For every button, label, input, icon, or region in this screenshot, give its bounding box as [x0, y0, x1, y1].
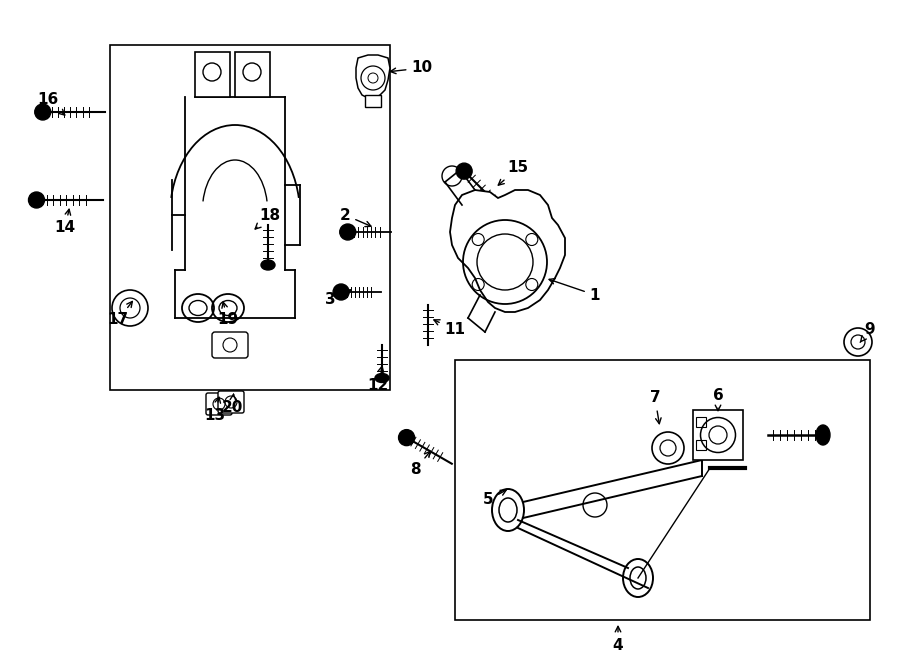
FancyBboxPatch shape [218, 391, 244, 413]
Bar [693, 410, 743, 460]
Text: 3: 3 [325, 290, 351, 307]
Text: 1: 1 [549, 278, 600, 303]
Bar [455, 360, 870, 620]
Text: 11: 11 [434, 320, 465, 338]
Text: 13: 13 [204, 397, 226, 422]
Circle shape [29, 192, 44, 208]
Circle shape [333, 284, 349, 300]
Polygon shape [518, 520, 628, 586]
Polygon shape [523, 460, 702, 518]
Bar [696, 417, 706, 427]
Text: 16: 16 [38, 93, 65, 115]
Text: 2: 2 [339, 208, 371, 227]
Polygon shape [450, 190, 565, 312]
Ellipse shape [816, 425, 830, 445]
Ellipse shape [261, 260, 275, 270]
Text: 7: 7 [650, 391, 662, 424]
Text: 18: 18 [255, 208, 281, 229]
Circle shape [456, 163, 472, 179]
Ellipse shape [375, 373, 389, 383]
FancyBboxPatch shape [212, 332, 248, 358]
Bar [195, 52, 230, 97]
Text: 20: 20 [221, 394, 243, 416]
Text: 15: 15 [499, 161, 528, 185]
FancyBboxPatch shape [206, 393, 232, 415]
Text: 10: 10 [391, 61, 433, 75]
Circle shape [399, 430, 415, 446]
Text: 6: 6 [713, 387, 724, 410]
Circle shape [340, 224, 356, 240]
Polygon shape [356, 55, 390, 98]
Text: 5: 5 [482, 490, 506, 508]
Bar [365, 95, 381, 107]
Text: 19: 19 [218, 302, 238, 327]
Text: 14: 14 [54, 210, 76, 235]
Bar [235, 52, 270, 97]
Bar [110, 45, 390, 390]
Text: 4: 4 [613, 627, 624, 652]
Text: 12: 12 [367, 366, 389, 393]
Bar [696, 440, 706, 450]
Text: 9: 9 [860, 323, 876, 342]
Text: 8: 8 [410, 451, 430, 477]
Circle shape [35, 104, 50, 120]
Text: 17: 17 [107, 301, 132, 327]
